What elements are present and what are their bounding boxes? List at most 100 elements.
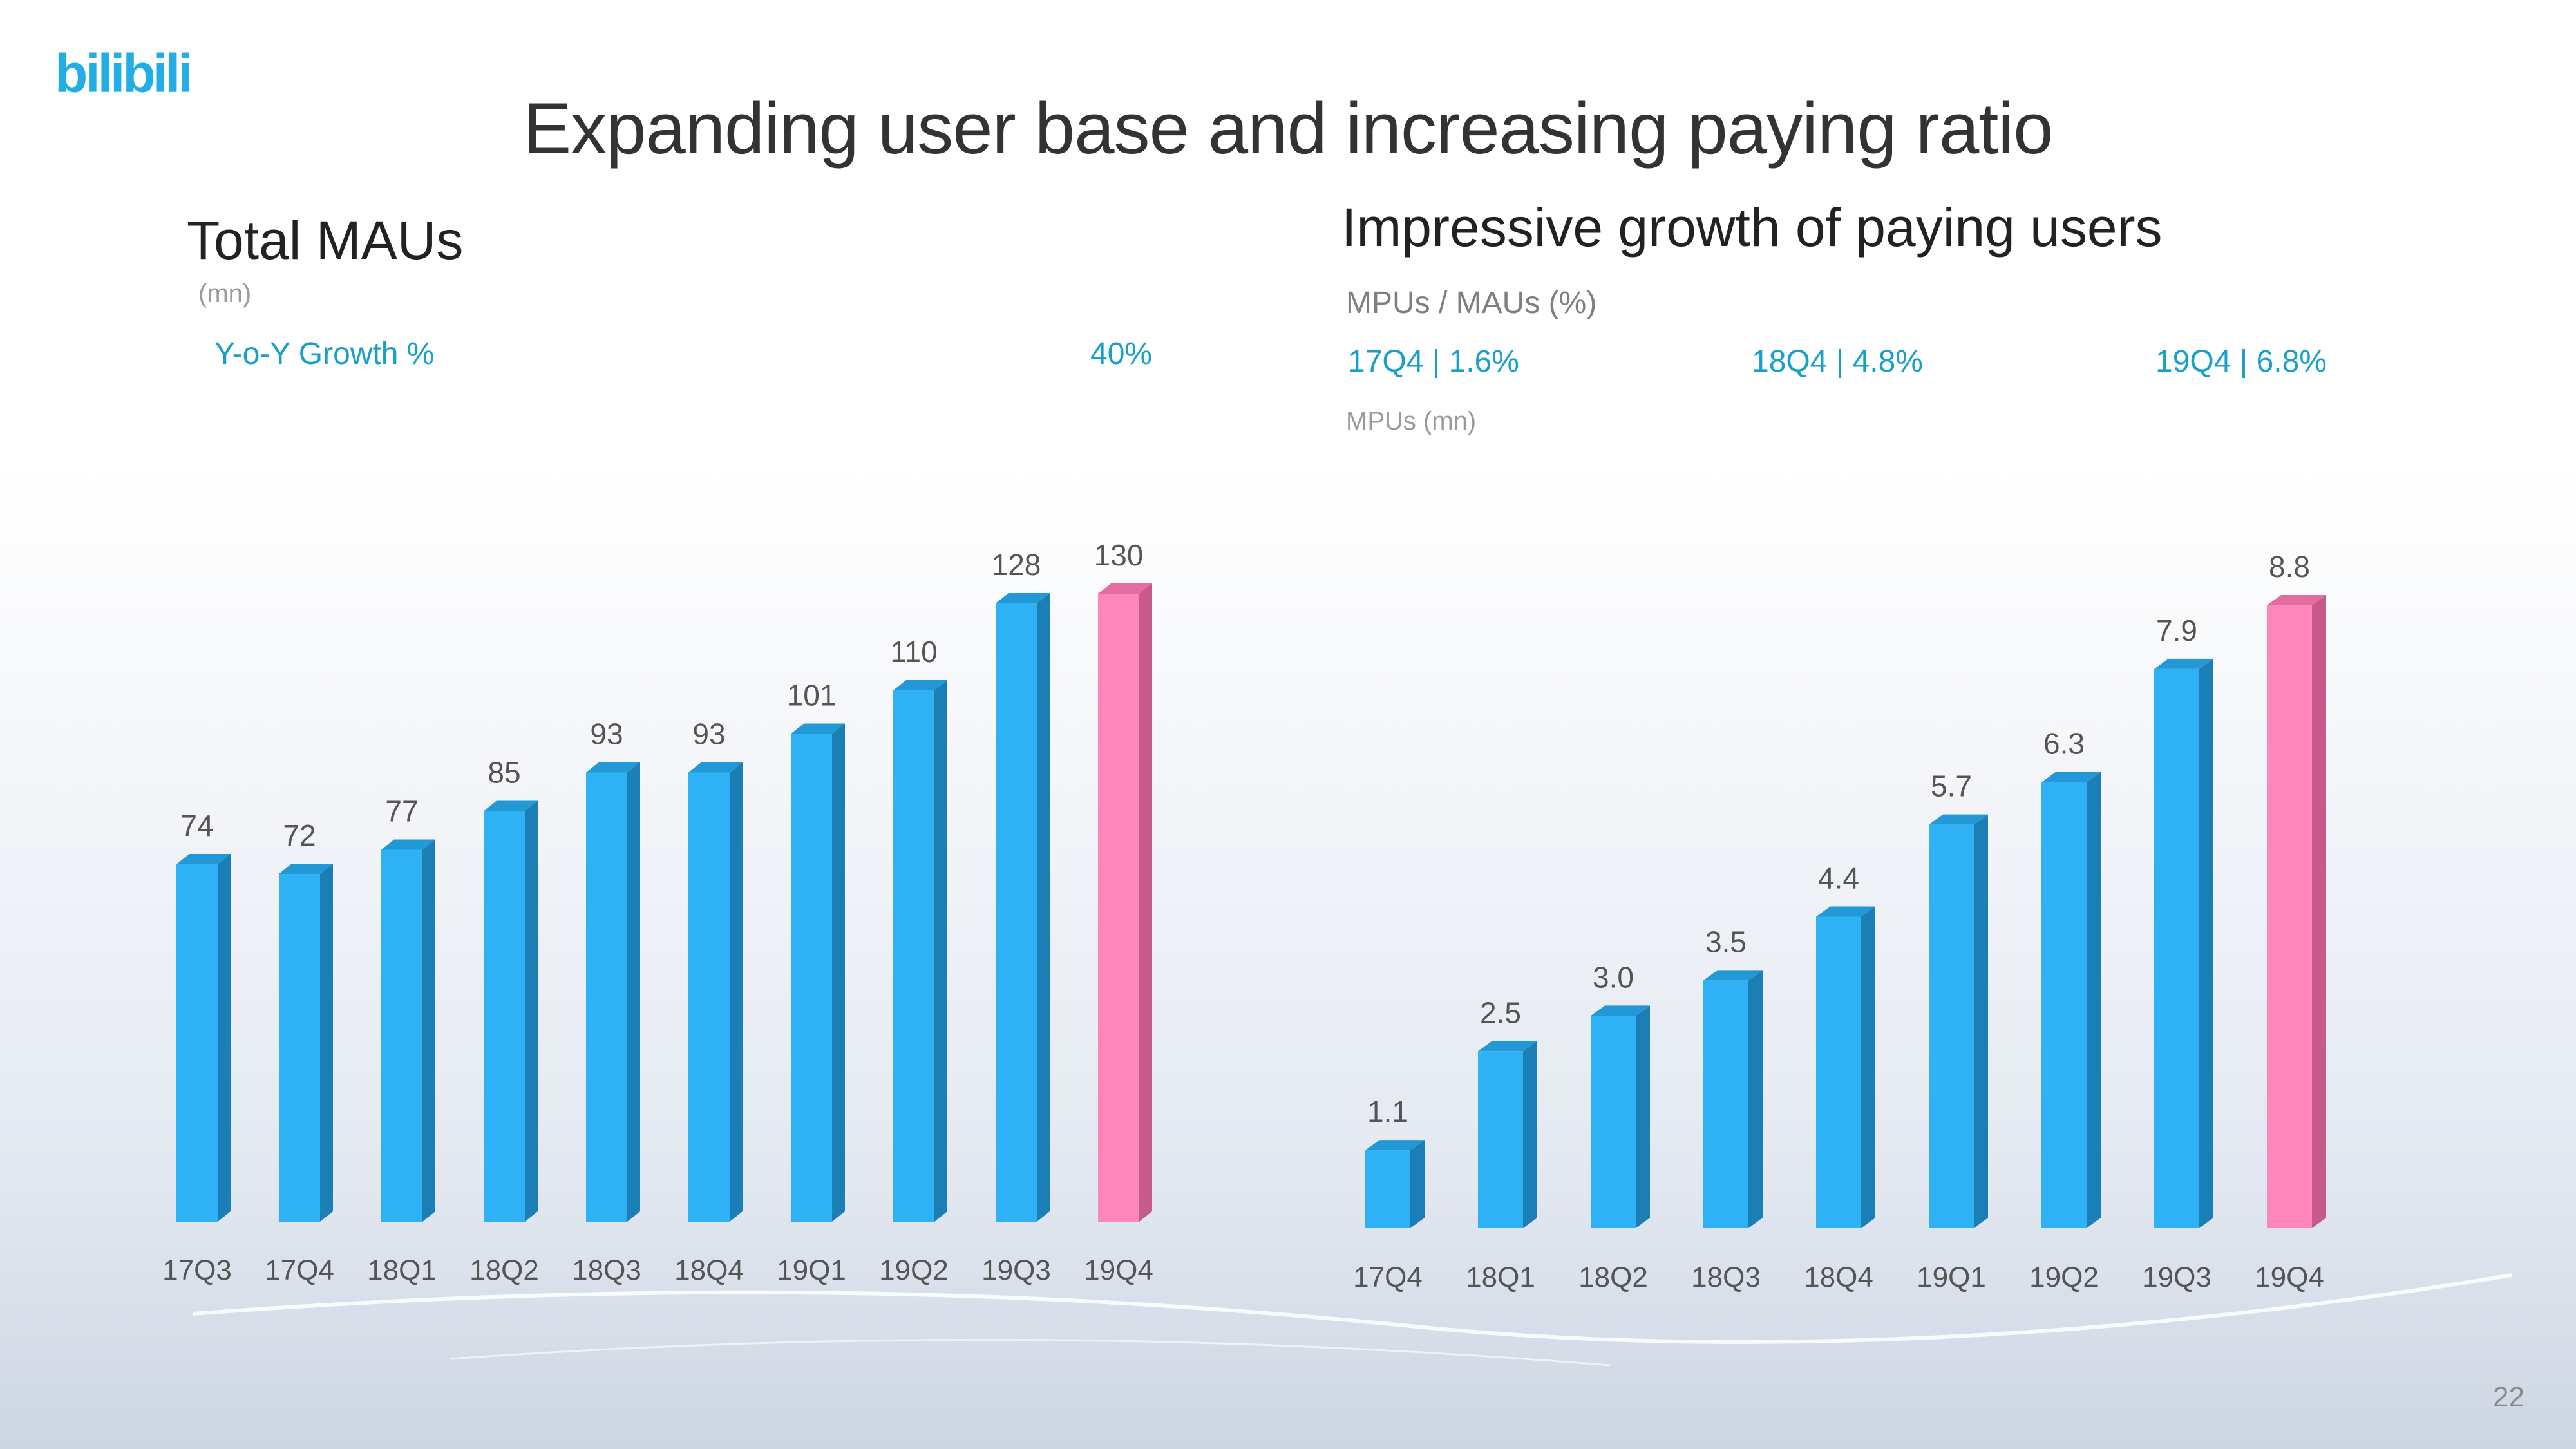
chart1-category-label-7: 19Q3 (2142, 1262, 2211, 1293)
ratio-18q4: 18Q4 | 4.8% (1752, 345, 1923, 379)
right-unit-label: MPUs (mn) (1346, 407, 1477, 435)
bar-face (176, 864, 218, 1222)
bar-top (2267, 595, 2326, 605)
chart0-value-label-8: 128 (992, 548, 1041, 582)
bar-top (2041, 772, 2101, 782)
bar-face (279, 874, 320, 1222)
bar-side (2199, 658, 2213, 1228)
chart1-bar-0 (1365, 1140, 1425, 1228)
chart0-category-label-4: 18Q3 (572, 1255, 641, 1286)
bar-top (2154, 658, 2213, 669)
bar-top (279, 864, 333, 874)
chart1-bar-6 (2041, 772, 2101, 1228)
ratio-label: MPUs / MAUs (%) (1346, 286, 1597, 320)
bar-top (1929, 814, 1988, 825)
chart1-bar-2 (1591, 1005, 1650, 1228)
bar-top (1478, 1041, 1537, 1052)
chart0-value-label-3: 85 (488, 756, 520, 790)
bar-top (996, 593, 1050, 603)
bar-face (381, 849, 422, 1222)
bar-side (422, 839, 435, 1222)
chart0-category-label-0: 17Q3 (162, 1255, 232, 1286)
chart1-category-label-0: 17Q4 (1353, 1262, 1423, 1293)
bar-top (688, 762, 743, 773)
bar-side (934, 680, 947, 1222)
bar-top (381, 839, 435, 850)
chart0-bar-4 (586, 762, 640, 1222)
chart1-value-label-0: 1.1 (1367, 1095, 1408, 1128)
chart1-value-label-8: 8.8 (2269, 550, 2310, 583)
chart1-value-label-2: 3.0 (1593, 960, 1634, 994)
logo-text: bilibili (55, 43, 191, 104)
chart1-value-label-1: 2.5 (1480, 996, 1521, 1029)
bar-side (730, 762, 743, 1222)
chart0-bar-6 (791, 723, 845, 1222)
bar-side (2087, 772, 2101, 1228)
slide-title: Expanding user base and increasing payin… (523, 88, 2053, 169)
chart0-value-label-5: 93 (692, 717, 725, 751)
chart1-value-label-7: 7.9 (2156, 614, 2197, 647)
ratio-17q4: 17Q4 | 1.6% (1348, 345, 1519, 379)
bar-face (2267, 605, 2312, 1228)
chart0-bar-7 (893, 680, 947, 1222)
chart1-value-label-3: 3.5 (1705, 925, 1747, 958)
bar-face (688, 772, 730, 1222)
chart0-bar-8 (996, 593, 1050, 1222)
left-section-title: Total MAUs (187, 210, 464, 270)
chart0-value-label-4: 93 (590, 717, 623, 751)
chart0-value-label-1: 72 (283, 819, 316, 852)
chart1-bar-5 (1929, 814, 1988, 1228)
yoy-growth-value: 40% (1090, 337, 1153, 371)
chart0-category-label-2: 18Q1 (367, 1255, 437, 1286)
bar-side (627, 762, 640, 1222)
chart1-bar-4 (1816, 906, 1875, 1228)
chart1-category-label-1: 18Q1 (1466, 1262, 1535, 1293)
chart0-value-label-2: 77 (385, 795, 418, 828)
bar-side (525, 800, 538, 1222)
bilibili-logo: bilibili (55, 43, 193, 104)
right-section-title: Impressive growth of paying users (1341, 197, 2163, 258)
chart1-category-label-4: 18Q4 (1804, 1262, 1873, 1293)
page-number: 22 (2493, 1381, 2524, 1413)
chart0-value-label-6: 101 (787, 679, 837, 712)
bar-top (791, 723, 845, 734)
bar-face (1365, 1150, 1410, 1228)
chart0-category-label-3: 18Q2 (469, 1255, 539, 1286)
bar-side (2312, 595, 2326, 1228)
bar-side (218, 854, 231, 1222)
chart0-value-label-9: 130 (1094, 538, 1144, 572)
bar-face (1591, 1016, 1636, 1228)
bar-face (791, 734, 832, 1222)
bar-face (484, 811, 525, 1222)
chart0-category-label-1: 17Q4 (265, 1255, 334, 1286)
chart0-bar-5 (688, 762, 743, 1222)
bar-side (1861, 906, 1875, 1228)
chart1-value-label-5: 5.7 (1931, 770, 1972, 803)
chart1-bar-1 (1478, 1041, 1537, 1228)
chart1-category-label-6: 19Q2 (2029, 1262, 2099, 1293)
bar-top (1816, 906, 1875, 917)
bar-face (1703, 980, 1748, 1228)
bar-side (1523, 1041, 1537, 1228)
chart0-bar-9 (1098, 583, 1152, 1222)
bar-top (586, 762, 640, 773)
chart1-value-label-6: 6.3 (2043, 727, 2085, 761)
chart1-bar-3 (1703, 970, 1763, 1228)
bar-top (1098, 583, 1152, 594)
bar-top (176, 854, 231, 864)
chart0-value-label-0: 74 (180, 809, 213, 842)
chart1-bar-8 (2267, 595, 2326, 1228)
chart0-bar-0 (176, 854, 231, 1222)
chart0-category-label-9: 19Q4 (1084, 1255, 1153, 1286)
bar-face (1816, 916, 1861, 1228)
bar-face (1098, 594, 1139, 1222)
bar-face (586, 772, 627, 1222)
bar-side (832, 723, 845, 1222)
bar-face (1478, 1051, 1523, 1228)
bar-face (893, 690, 934, 1222)
chart1-category-label-3: 18Q3 (1691, 1262, 1761, 1293)
chart0-bar-3 (484, 800, 538, 1222)
